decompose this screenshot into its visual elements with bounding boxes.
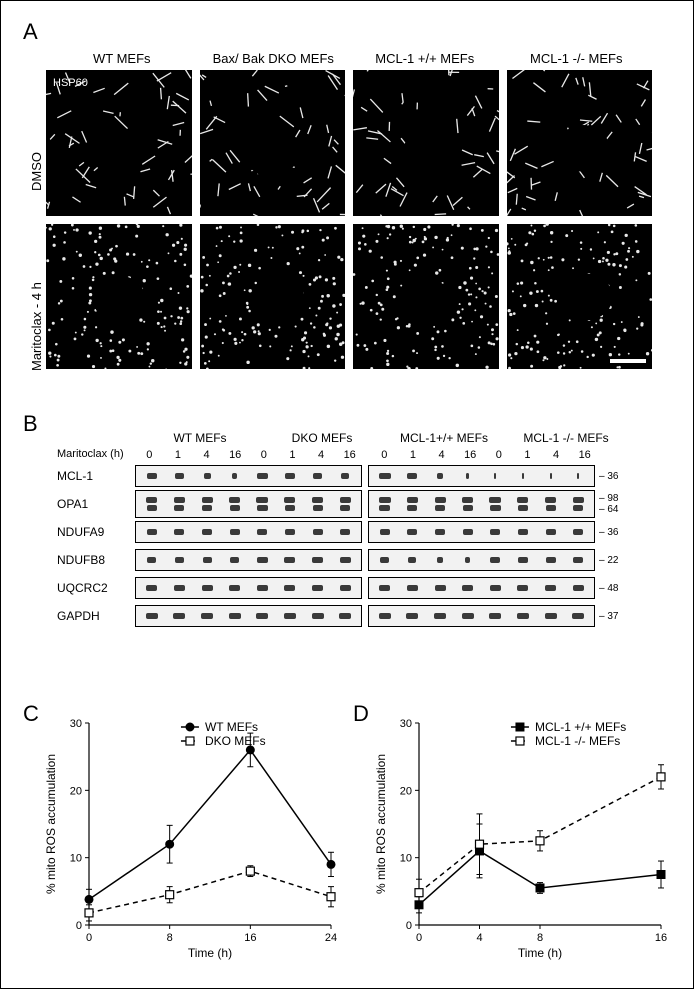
mw-label: – 98– 64 [595, 493, 627, 515]
svg-text:% mito ROS accumulation: % mito ROS accumulation [44, 754, 58, 894]
micrograph [507, 224, 653, 370]
svg-text:20: 20 [400, 785, 412, 797]
blot-group-headers: WT MEFs DKO MEFs MCL-1+/+ MEFs MCL-1 -/-… [139, 431, 627, 445]
panel-a-label: A [23, 19, 38, 45]
svg-text:% mito ROS accumulation: % mito ROS accumulation [374, 754, 388, 894]
panel-c-chart: 0 10 20 30 0 8 16 24 % mito ROS accumulation Time… [41, 711, 341, 961]
gel-strip [135, 577, 362, 599]
svg-text:WT MEFs: WT MEFs [205, 720, 258, 734]
svg-text:MCL-1 -/- MEFs: MCL-1 -/- MEFs [535, 734, 620, 748]
gel-strip [135, 605, 362, 627]
micrograph-grid [46, 70, 652, 369]
gel-strip [135, 490, 362, 518]
group-header: MCL-1 -/- MEFs [505, 431, 627, 445]
svg-text:30: 30 [400, 718, 412, 730]
svg-text:8: 8 [167, 932, 173, 944]
panel-d-chart: 0 10 20 30 0 4 8 16 % mito ROS accumulation Time … [371, 711, 671, 961]
panel-d-label: D [353, 701, 369, 727]
svg-text:Time (h): Time (h) [518, 946, 562, 960]
svg-text:0: 0 [416, 932, 422, 944]
blot-label: OPA1 [57, 497, 135, 511]
gel-strip [368, 549, 595, 571]
micrograph [46, 224, 192, 370]
col-header: MCL-1 -/- MEFs [501, 51, 653, 66]
mw-label: – 36 [595, 471, 627, 482]
gel-strip [368, 465, 595, 487]
gel-strip [135, 465, 362, 487]
panel-b: WT MEFs DKO MEFs MCL-1+/+ MEFs MCL-1 -/-… [57, 431, 627, 629]
svg-text:30: 30 [70, 718, 82, 730]
gel-strip [368, 490, 595, 518]
svg-text:Time (h): Time (h) [188, 946, 232, 960]
svg-text:10: 10 [400, 853, 412, 865]
micrograph [353, 70, 499, 216]
svg-text:20: 20 [70, 785, 82, 797]
svg-text:4: 4 [476, 932, 482, 944]
panel-a-col-headers: WT MEFs Bax/ Bak DKO MEFs MCL-1 +/+ MEFs… [46, 51, 652, 66]
blot-label: UQCRC2 [57, 581, 135, 595]
row-label-dmso: DMSO [29, 152, 44, 191]
blot-label: MCL-1 [57, 469, 135, 483]
svg-text:10: 10 [70, 853, 82, 865]
micrograph [507, 70, 653, 216]
micrograph [46, 70, 192, 216]
gel-strip [368, 605, 595, 627]
mw-label: – 37 [595, 611, 627, 622]
gel-strip [135, 521, 362, 543]
gel-strip [368, 577, 595, 599]
group-header: MCL-1+/+ MEFs [383, 431, 505, 445]
col-header: Bax/ Bak DKO MEFs [198, 51, 350, 66]
col-header: WT MEFs [46, 51, 198, 66]
time-headers: 01416014160141601416 [135, 449, 599, 461]
blot-rows: MCL-1 – 36 OPA1 – 98– 64 NDUFA9 – 36 NDUFB8 – 2… [57, 463, 627, 629]
mw-label: – 36 [595, 527, 627, 538]
svg-text:16: 16 [655, 932, 667, 944]
mw-label: – 22 [595, 555, 627, 566]
gel-strip [135, 549, 362, 571]
gel-strip [368, 521, 595, 543]
svg-text:8: 8 [537, 932, 543, 944]
panel-c-label: C [23, 701, 39, 727]
group-header: DKO MEFs [261, 431, 383, 445]
mw-label: – 48 [595, 583, 627, 594]
micrograph [353, 224, 499, 370]
micrograph [200, 224, 346, 370]
svg-text:0: 0 [76, 920, 82, 932]
svg-text:0: 0 [406, 920, 412, 932]
figure-page: A WT MEFs Bax/ Bak DKO MEFs MCL-1 +/+ ME… [0, 0, 694, 989]
svg-text:16: 16 [244, 932, 256, 944]
blot-label: NDUFB8 [57, 553, 135, 567]
panel-a: WT MEFs Bax/ Bak DKO MEFs MCL-1 +/+ MEFs… [46, 51, 652, 369]
panel-b-label: B [23, 411, 38, 437]
blot-label: NDUFA9 [57, 525, 135, 539]
blot-label: GAPDH [57, 609, 135, 623]
hsp60-label: HSP60 [53, 77, 88, 89]
row-label-maritoclax: Maritoclax - 4 h [29, 282, 44, 371]
time-axis-label: Maritoclax (h) [57, 448, 135, 460]
svg-text:24: 24 [325, 932, 337, 944]
svg-text:MCL-1 +/+ MEFs: MCL-1 +/+ MEFs [535, 720, 626, 734]
svg-text:DKO MEFs: DKO MEFs [205, 734, 266, 748]
svg-text:0: 0 [86, 932, 92, 944]
scale-bar [610, 359, 646, 363]
micrograph [200, 70, 346, 216]
col-header: MCL-1 +/+ MEFs [349, 51, 501, 66]
group-header: WT MEFs [139, 431, 261, 445]
